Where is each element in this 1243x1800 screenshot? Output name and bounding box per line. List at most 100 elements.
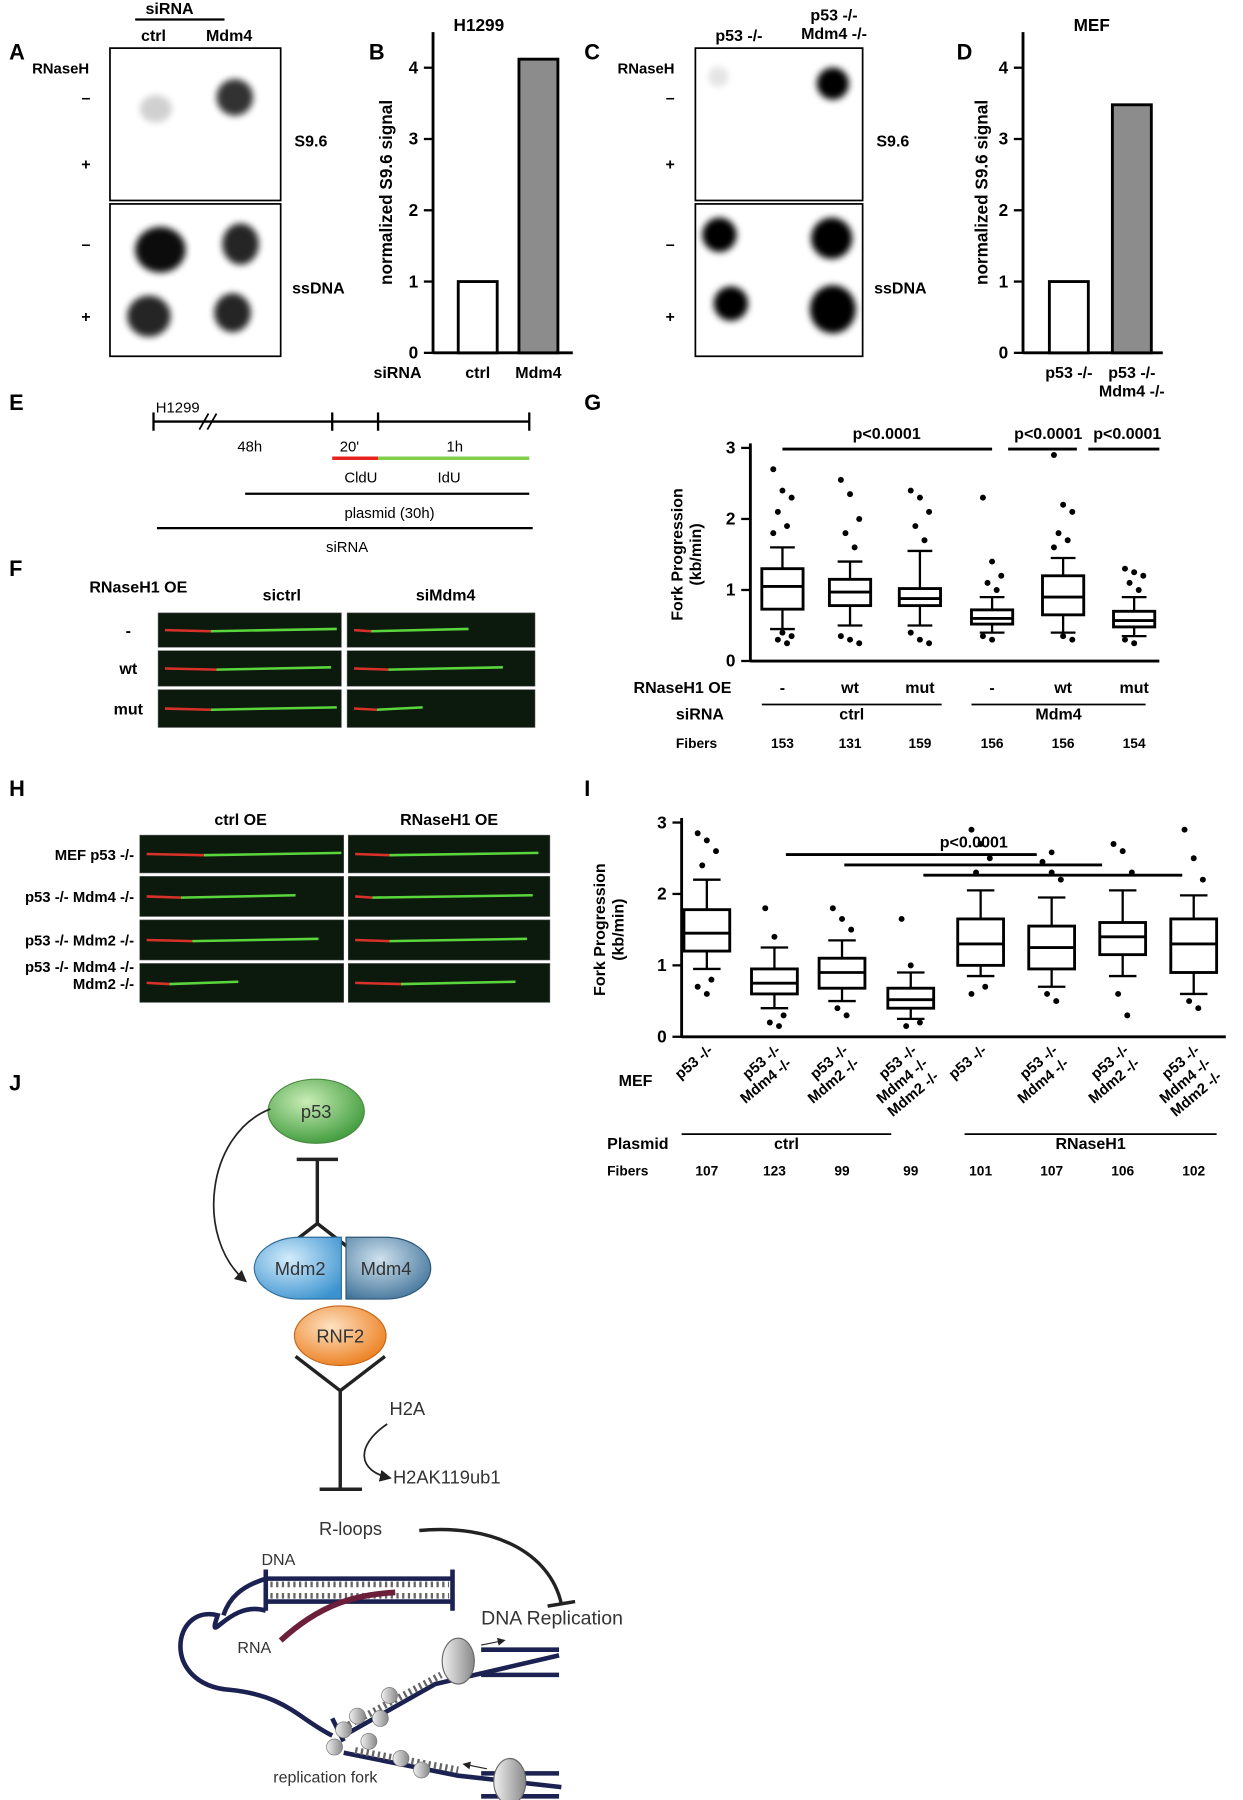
outlier bbox=[847, 636, 854, 643]
outlier bbox=[1110, 840, 1117, 847]
mdm2-node bbox=[253, 1236, 342, 1300]
fiber-count: 101 bbox=[969, 1163, 992, 1178]
treatment-label: plasmid (30h) bbox=[344, 506, 434, 522]
outlier bbox=[771, 933, 778, 940]
pulse-label: IdU bbox=[437, 470, 460, 486]
y-tick-label: 0 bbox=[409, 343, 419, 363]
y-tick-label: 3 bbox=[409, 129, 419, 149]
outlier bbox=[907, 487, 914, 494]
row-label: Fibers bbox=[607, 1163, 649, 1178]
outlier bbox=[907, 962, 914, 969]
outlier bbox=[989, 636, 996, 643]
fiber-count: 156 bbox=[981, 736, 1004, 751]
outlier bbox=[979, 633, 986, 640]
outlier bbox=[1069, 636, 1076, 643]
treatment-label: RNaseH bbox=[32, 61, 89, 77]
node-label: H2A bbox=[390, 1398, 426, 1419]
significance-label: p<0.0001 bbox=[853, 425, 921, 443]
group-label: ctrl bbox=[774, 1135, 799, 1153]
fiber-cldu bbox=[353, 707, 377, 711]
fiber-count: 123 bbox=[763, 1163, 786, 1178]
row-label: p53 -/- Mdm2 -/- bbox=[25, 934, 134, 950]
cell-line-label: H1299 bbox=[156, 400, 200, 416]
y-tick-label: 2 bbox=[657, 884, 667, 904]
dna-strand bbox=[263, 1569, 455, 1611]
x-tick-label: p53 -/-Mdm4 -/-Mdm2 -/- bbox=[863, 1042, 942, 1120]
y-tick-label: 1 bbox=[999, 271, 1009, 291]
y-tick-label: 0 bbox=[999, 343, 1009, 363]
outlier bbox=[1055, 530, 1062, 537]
inhibition bbox=[280, 1157, 354, 1253]
y-tick-label: 0 bbox=[726, 651, 736, 671]
fiber-idu bbox=[216, 666, 332, 671]
row-label: p53 -/- Mdm4 -/-Mdm2 -/- bbox=[25, 960, 134, 993]
significance-label: p<0.0001 bbox=[1093, 425, 1161, 443]
outlier bbox=[1126, 579, 1133, 586]
fiber-cldu bbox=[355, 981, 401, 986]
panel-label: H bbox=[9, 776, 25, 801]
box bbox=[956, 917, 1005, 967]
replisome-protein bbox=[326, 1738, 343, 1756]
x-tick-label: wt bbox=[840, 679, 859, 697]
row-label: p53 -/- Mdm4 -/- bbox=[25, 890, 134, 906]
y-tick-label: 2 bbox=[999, 200, 1009, 220]
outlier bbox=[903, 1023, 910, 1030]
fiber-idu bbox=[389, 937, 527, 943]
outlier bbox=[694, 983, 701, 990]
fiber-cldu bbox=[146, 981, 170, 986]
row-label: – bbox=[666, 89, 675, 107]
group-label: Mdm4 bbox=[1035, 705, 1081, 723]
outlier bbox=[1186, 998, 1193, 1005]
fiber-count: 156 bbox=[1052, 736, 1075, 751]
box bbox=[682, 908, 732, 953]
row-label: + bbox=[81, 156, 90, 174]
x-tick-label: p53 -/- bbox=[672, 1042, 716, 1082]
outlier bbox=[979, 494, 986, 501]
y-tick-label: 3 bbox=[999, 129, 1009, 149]
blot-frame bbox=[694, 47, 864, 202]
outlier bbox=[774, 508, 781, 515]
outlier bbox=[1122, 565, 1128, 572]
node-label: replication fork bbox=[273, 1769, 378, 1787]
outlier bbox=[912, 523, 919, 530]
fiber-count: 102 bbox=[1182, 1163, 1205, 1178]
treatment-label: siRNA bbox=[326, 540, 368, 556]
y-tick-label: 3 bbox=[726, 438, 736, 458]
panel-label: A bbox=[9, 40, 25, 65]
x-tick-label: Mdm4 bbox=[515, 364, 561, 382]
y-tick-label: 4 bbox=[409, 57, 419, 77]
y-axis-label: Fork Progression(kb/min) bbox=[591, 863, 627, 996]
x-tick-label: p53 -/- bbox=[1045, 364, 1092, 382]
mdm4-node bbox=[345, 1236, 432, 1300]
node-label: H2AK119ub1 bbox=[393, 1467, 501, 1488]
row-label: siRNA bbox=[676, 705, 724, 723]
fork-strand bbox=[481, 1647, 560, 1799]
fiber-idu bbox=[372, 894, 533, 899]
x-tick-label: p53 -/-Mdm4 -/- bbox=[1004, 1042, 1072, 1107]
bar bbox=[1110, 103, 1153, 355]
blot-frame bbox=[109, 47, 282, 202]
direction-arrow bbox=[462, 1761, 487, 1770]
blot-spot bbox=[816, 67, 849, 100]
column-label: RNaseH1 OE bbox=[400, 811, 498, 829]
fiber-cldu bbox=[146, 895, 182, 899]
outlier bbox=[921, 537, 928, 544]
fiber-idu bbox=[210, 706, 337, 711]
blot-spot bbox=[139, 95, 172, 123]
node-label: R-loops bbox=[319, 1518, 382, 1539]
row-label: MEF p53 -/- bbox=[55, 848, 134, 864]
outlier bbox=[907, 629, 914, 636]
outlier bbox=[968, 990, 975, 997]
node-label: p53 bbox=[301, 1101, 332, 1122]
box bbox=[1169, 917, 1219, 974]
row-label: – bbox=[666, 236, 675, 254]
fiber-idu bbox=[210, 627, 337, 633]
outlier bbox=[1135, 587, 1142, 593]
row-label: Fibers bbox=[676, 736, 718, 751]
row-label: Plasmid bbox=[607, 1135, 668, 1153]
blot-label: S9.6 bbox=[294, 133, 327, 151]
panel-label: D bbox=[957, 40, 973, 65]
outlier bbox=[982, 983, 989, 990]
